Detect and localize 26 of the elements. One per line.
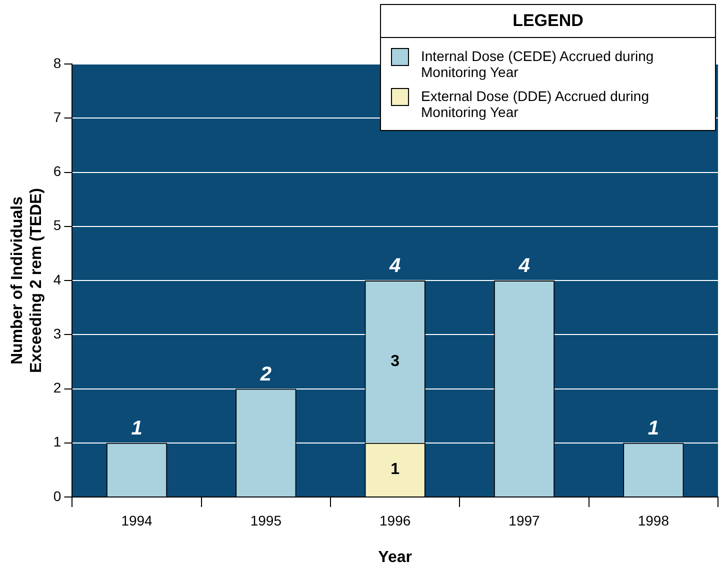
y-tick-label: 2 — [53, 380, 62, 396]
data-label: 3 — [390, 353, 400, 370]
y-tick-label: 3 — [53, 325, 62, 342]
total-label: 1 — [648, 417, 659, 440]
x-tick-label: 1997 — [508, 512, 540, 528]
x-tick-label: 1996 — [380, 512, 411, 528]
legend-label: Internal Dose (CEDE) Accrued during Monitoring Year — [421, 48, 655, 80]
y-tick-label: 6 — [53, 163, 62, 180]
y-tick-label: 7 — [53, 108, 62, 125]
y-tick-label: 5 — [53, 217, 62, 234]
total-label: 4 — [388, 255, 401, 278]
legend-title: LEGEND — [381, 5, 715, 38]
y-axis-title: Number of Individuals Exceeding 2 rem (TEDE) — [9, 188, 46, 373]
x-tick-label: 1994 — [121, 512, 153, 528]
x-tick-label: 1995 — [250, 512, 282, 528]
y-tick-label: 8 — [53, 54, 62, 71]
y-tick-label: 1 — [53, 434, 62, 450]
x-axis-title: Year — [378, 548, 412, 566]
total-label: 2 — [259, 363, 272, 386]
total-label: 4 — [518, 255, 530, 278]
y-tick-label: 4 — [53, 271, 62, 288]
x-tick-label: 1998 — [638, 512, 670, 528]
data-label: 1 — [390, 461, 400, 478]
legend-label: External Dose (DDE) Accrued during Monitoring Year — [421, 88, 650, 120]
total-label: 1 — [131, 417, 142, 440]
y-tick-label: 0 — [53, 488, 62, 504]
